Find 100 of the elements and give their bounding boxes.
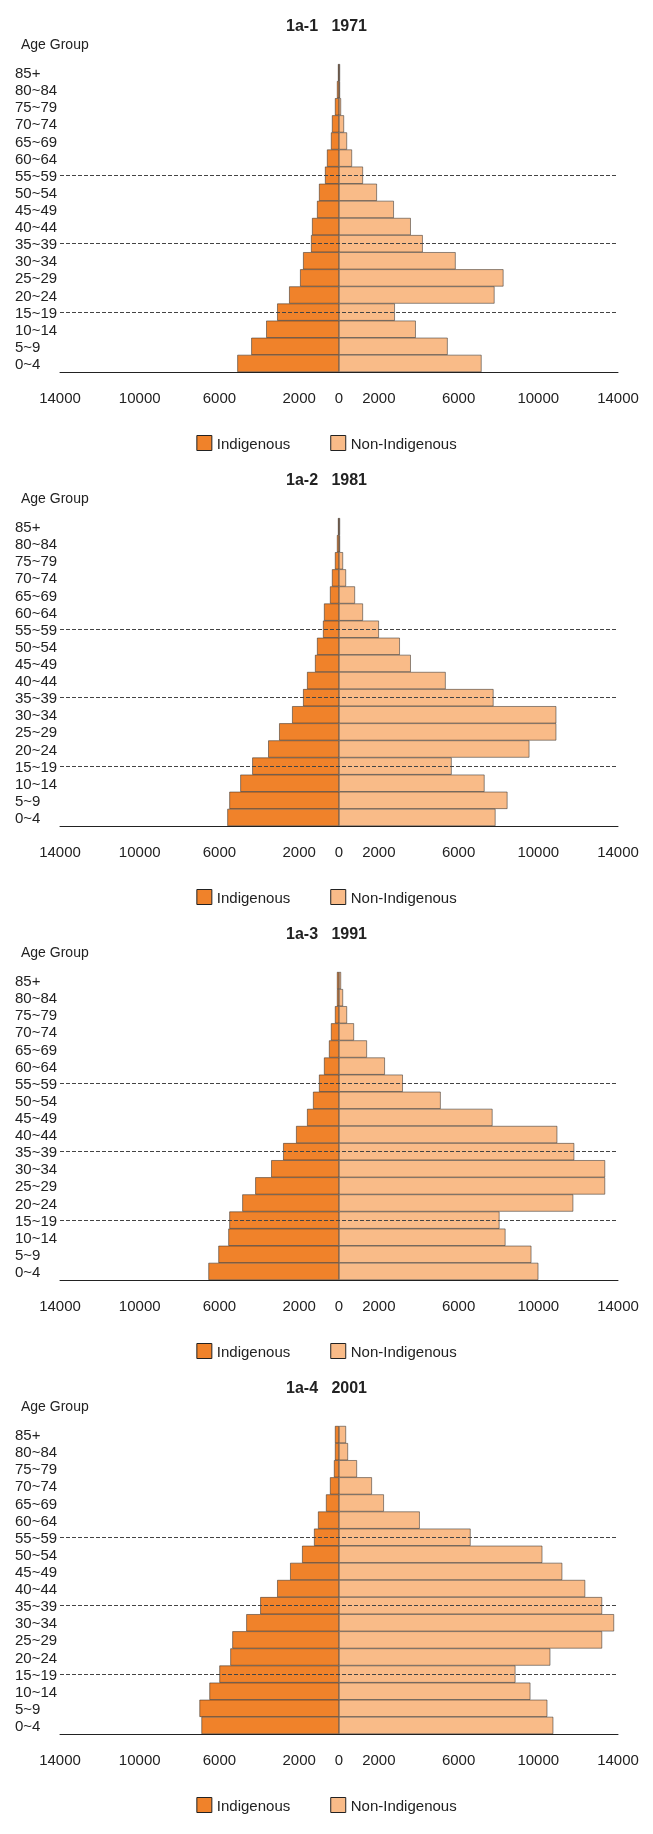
y-tick-label: 80~84 — [15, 989, 58, 1007]
y-tick-label: 70~74 — [15, 115, 58, 133]
x-tick-label: 6000 — [202, 843, 237, 860]
y-tick-label: 50~54 — [15, 1091, 58, 1109]
x-tick-label: 2000 — [282, 389, 316, 406]
y-axis-title: Age Group — [21, 490, 89, 506]
x-tick-label: 14000 — [597, 389, 639, 406]
y-tick-label: 40~44 — [15, 1126, 58, 1144]
y-tick-label: 45~49 — [15, 1108, 58, 1126]
y-tick-label: 0~4 — [15, 808, 41, 826]
legend-label: Indigenous — [216, 888, 291, 906]
legend-label: Indigenous — [216, 1796, 291, 1814]
x-tick-label: 10000 — [517, 1751, 560, 1768]
x-tick-label: 14000 — [597, 1297, 639, 1314]
legend-label: Non-Indigenous — [350, 434, 457, 452]
y-tick-label: 55~59 — [15, 620, 58, 638]
y-tick-label: 15~19 — [15, 1665, 58, 1683]
y-tick-label: 10~14 — [15, 1228, 58, 1246]
y-tick-label: 5~9 — [15, 337, 41, 355]
y-tick-label: 25~29 — [15, 723, 58, 741]
x-tick-label: 10000 — [517, 1297, 560, 1314]
x-tick-label: 10000 — [118, 1297, 161, 1314]
y-tick-label: 65~69 — [15, 1040, 58, 1058]
y-tick-label: 25~29 — [15, 1631, 58, 1649]
y-tick-label: 20~24 — [15, 740, 58, 758]
y-tick-label: 40~44 — [15, 218, 58, 236]
x-tick-label: 14000 — [39, 1297, 81, 1314]
x-tick-label: 2000 — [362, 843, 396, 860]
y-tick-label: 25~29 — [15, 269, 58, 287]
x-tick-label: 6000 — [441, 843, 476, 860]
y-tick-label: 15~19 — [15, 1211, 58, 1229]
y-tick-label: 60~64 — [15, 603, 58, 621]
y-tick-label: 30~34 — [15, 252, 58, 270]
y-tick-label: 80~84 — [15, 535, 58, 553]
chart-title: 1a-1 1971 — [286, 16, 368, 34]
y-tick-label: 85+ — [15, 518, 41, 536]
legend-label: Indigenous — [216, 1342, 291, 1360]
x-tick-label: 2000 — [282, 843, 316, 860]
y-tick-label: 35~39 — [15, 689, 58, 707]
x-tick-label: 6000 — [202, 389, 237, 406]
x-tick-label: 2000 — [282, 1751, 316, 1768]
y-tick-label: 65~69 — [15, 132, 58, 150]
y-tick-label: 20~24 — [15, 286, 58, 304]
x-tick-label: 14000 — [39, 389, 81, 406]
x-tick-label: 0 — [334, 389, 344, 406]
x-tick-label: 14000 — [39, 1751, 81, 1768]
y-tick-label: 10~14 — [15, 774, 58, 792]
y-axis-title: Age Group — [21, 1398, 89, 1414]
legend-label: Non-Indigenous — [350, 1342, 457, 1360]
y-tick-label: 50~54 — [15, 1545, 58, 1563]
x-tick-label: 0 — [334, 843, 344, 860]
y-tick-label: 10~14 — [15, 1682, 58, 1700]
y-tick-label: 50~54 — [15, 183, 58, 201]
y-tick-label: 75~79 — [15, 552, 58, 570]
y-tick-label: 60~64 — [15, 1511, 58, 1529]
x-tick-label: 14000 — [597, 843, 639, 860]
y-tick-label: 45~49 — [15, 200, 58, 218]
y-tick-label: 40~44 — [15, 1580, 58, 1598]
y-tick-label: 0~4 — [15, 1716, 41, 1734]
chart-title: 1a-4 2001 — [286, 1378, 368, 1396]
x-tick-label: 2000 — [362, 389, 396, 406]
y-tick-label: 5~9 — [15, 1245, 41, 1263]
x-tick-label: 10000 — [118, 1751, 161, 1768]
y-tick-label: 75~79 — [15, 1006, 58, 1024]
legend-label: Indigenous — [216, 434, 291, 452]
legend-label: Non-Indigenous — [350, 1796, 457, 1814]
y-tick-label: 35~39 — [15, 1143, 58, 1161]
x-tick-label: 2000 — [362, 1751, 396, 1768]
x-tick-label: 10000 — [517, 843, 560, 860]
x-tick-label: 14000 — [597, 1751, 639, 1768]
y-tick-label: 75~79 — [15, 1460, 58, 1478]
x-tick-label: 6000 — [202, 1297, 237, 1314]
y-tick-label: 85+ — [15, 972, 41, 990]
y-axis-title: Age Group — [21, 36, 89, 52]
y-tick-label: 20~24 — [15, 1194, 58, 1212]
x-tick-label: 10000 — [118, 389, 161, 406]
y-tick-label: 30~34 — [15, 706, 58, 724]
chart-title: 1a-2 1981 — [286, 470, 368, 488]
y-tick-label: 20~24 — [15, 1648, 58, 1666]
x-tick-label: 10000 — [118, 843, 161, 860]
x-tick-label: 10000 — [517, 389, 560, 406]
y-tick-label: 0~4 — [15, 354, 41, 372]
x-tick-label: 0 — [334, 1751, 344, 1768]
y-tick-label: 60~64 — [15, 149, 58, 167]
x-tick-label: 6000 — [202, 1751, 237, 1768]
y-tick-label: 55~59 — [15, 1074, 58, 1092]
y-tick-label: 60~64 — [15, 1057, 58, 1075]
y-axis-title: Age Group — [21, 944, 89, 960]
y-tick-label: 65~69 — [15, 586, 58, 604]
y-tick-label: 0~4 — [15, 1262, 41, 1280]
y-tick-label: 85+ — [15, 1426, 41, 1444]
y-tick-label: 70~74 — [15, 1477, 58, 1495]
y-tick-label: 10~14 — [15, 320, 58, 338]
y-tick-label: 55~59 — [15, 166, 58, 184]
y-tick-label: 85+ — [15, 64, 41, 82]
y-tick-label: 30~34 — [15, 1614, 58, 1632]
y-tick-label: 5~9 — [15, 1699, 41, 1717]
y-tick-label: 45~49 — [15, 654, 58, 672]
x-tick-label: 6000 — [441, 1297, 476, 1314]
legend-label: Non-Indigenous — [350, 888, 457, 906]
